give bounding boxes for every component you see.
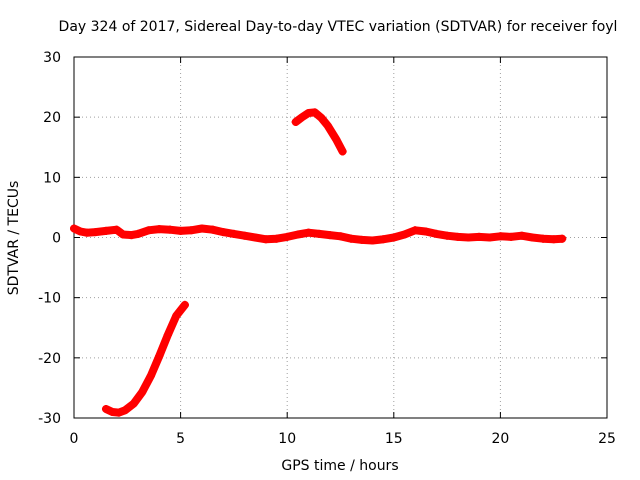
y-tick-label: -20 — [38, 351, 61, 367]
data-point — [176, 226, 185, 235]
x-tick-label: 25 — [598, 431, 616, 447]
data-point — [172, 311, 181, 320]
data-point — [539, 234, 548, 243]
data-point — [325, 231, 334, 240]
data-point — [379, 235, 388, 244]
data-point — [368, 236, 377, 245]
x-tick-label: 20 — [491, 431, 509, 447]
y-tick-label: 10 — [43, 170, 61, 186]
data-point — [101, 226, 110, 235]
data-point — [338, 147, 347, 156]
data-point — [82, 228, 91, 237]
x-tick-label: 10 — [278, 431, 296, 447]
data-point — [291, 117, 300, 126]
data-point — [558, 234, 567, 243]
data-point — [114, 408, 123, 417]
data-point — [464, 233, 473, 242]
data-point — [155, 352, 164, 361]
data-point — [323, 121, 332, 130]
data-point — [144, 226, 153, 235]
data-point — [432, 229, 441, 238]
data-point — [304, 228, 313, 237]
data-point — [298, 113, 307, 122]
data-point — [485, 233, 494, 242]
data-point — [475, 232, 484, 241]
data-point — [91, 228, 100, 237]
series-morning — [101, 300, 189, 417]
data-point — [272, 234, 281, 243]
series-trace — [102, 300, 189, 417]
data-point — [315, 229, 324, 238]
data-point — [119, 230, 128, 239]
data-point — [197, 224, 206, 233]
data-point — [165, 225, 174, 234]
data-point — [347, 234, 356, 243]
axis-ticks — [73, 56, 608, 419]
data-point — [229, 229, 238, 238]
data-point — [517, 231, 526, 240]
y-tick-label: -30 — [38, 411, 61, 427]
x-tick-label: 0 — [70, 431, 79, 447]
y-axis-label: SDTVAR / TECUs — [6, 181, 22, 296]
data-point — [261, 235, 270, 244]
data-point — [219, 228, 228, 237]
data-point — [336, 232, 345, 241]
data-point — [443, 231, 452, 240]
data-point — [293, 230, 302, 239]
series-main — [70, 224, 567, 245]
series-midday — [291, 108, 347, 156]
data-series — [70, 108, 567, 417]
data-point — [163, 330, 172, 339]
data-point — [357, 235, 366, 244]
data-point — [208, 225, 217, 234]
x-axis-label: GPS time / hours — [281, 458, 398, 474]
data-point — [507, 232, 516, 241]
data-point — [496, 232, 505, 241]
data-point — [317, 113, 326, 122]
y-tick-label: 20 — [43, 110, 61, 126]
data-point — [389, 233, 398, 242]
data-point — [121, 406, 130, 415]
y-tick-label: 30 — [43, 50, 61, 66]
chart-title: Day 324 of 2017, Sidereal Day-to-day VTE… — [59, 19, 618, 35]
data-point — [138, 388, 147, 397]
data-point — [400, 230, 409, 239]
data-point — [187, 226, 196, 235]
data-point — [283, 232, 292, 241]
data-point — [528, 233, 537, 242]
data-point — [240, 231, 249, 240]
data-point — [112, 225, 121, 234]
tick-labels: 0 5 10 15 20 25 -30 -20 -10 0 10 20 30 — [38, 50, 616, 447]
data-point — [549, 235, 558, 244]
data-point — [180, 300, 189, 309]
data-point — [76, 227, 85, 236]
y-tick-label: -10 — [38, 291, 61, 307]
data-point — [127, 231, 136, 240]
data-point — [101, 404, 110, 413]
data-point — [251, 233, 260, 242]
data-point — [133, 229, 142, 238]
data-point — [332, 135, 341, 144]
y-tick-label: 0 — [52, 231, 61, 247]
data-point — [411, 226, 420, 235]
data-point — [310, 108, 319, 117]
x-tick-label: 15 — [385, 431, 403, 447]
data-point — [453, 232, 462, 241]
data-point — [146, 371, 155, 380]
data-point — [129, 399, 138, 408]
data-point — [421, 227, 430, 236]
x-tick-label: 5 — [176, 431, 185, 447]
data-point — [70, 224, 78, 233]
data-point — [155, 225, 164, 234]
